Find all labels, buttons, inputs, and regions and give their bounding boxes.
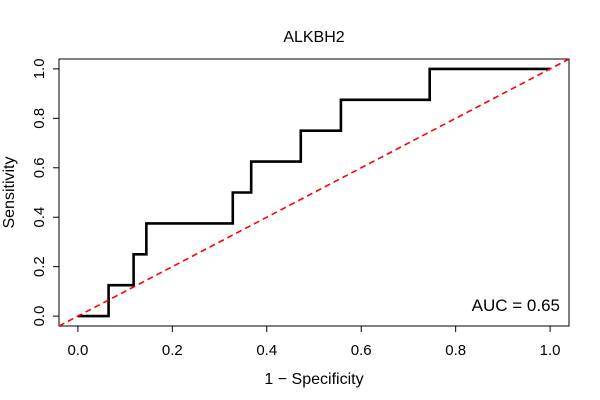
x-axis-label: 1 − Specificity [264, 371, 363, 388]
series-layer [59, 59, 569, 326]
plot-frame [58, 58, 570, 327]
x-tick-label: 0.6 [351, 342, 372, 359]
roc-curve [77, 67, 551, 318]
y-axis: 0.0 0.2 0.4 0.6 0.8 1.0 [31, 58, 59, 327]
y-tick-label: 0.2 [31, 256, 48, 277]
y-tick-label: 0.6 [31, 157, 48, 178]
x-tick-label: 0.2 [162, 342, 183, 359]
y-tick-label: 0.4 [31, 207, 48, 228]
y-tick-label: 0.0 [31, 306, 48, 327]
reference-diagonal-line [59, 59, 569, 326]
x-tick-label: 1.0 [540, 342, 561, 359]
y-tick-label: 1.0 [31, 58, 48, 79]
auc-annotation: AUC = 0.65 [472, 296, 560, 315]
x-axis: 0.0 0.2 0.4 0.6 0.8 1.0 [67, 326, 561, 359]
y-axis-label: Sensitivity [1, 156, 18, 228]
chart-title: ALKBH2 [283, 29, 344, 46]
y-tick-label: 0.8 [31, 108, 48, 129]
x-tick-label: 0.0 [67, 342, 88, 359]
x-tick-label: 0.4 [256, 342, 277, 359]
x-tick-label: 0.8 [445, 342, 466, 359]
